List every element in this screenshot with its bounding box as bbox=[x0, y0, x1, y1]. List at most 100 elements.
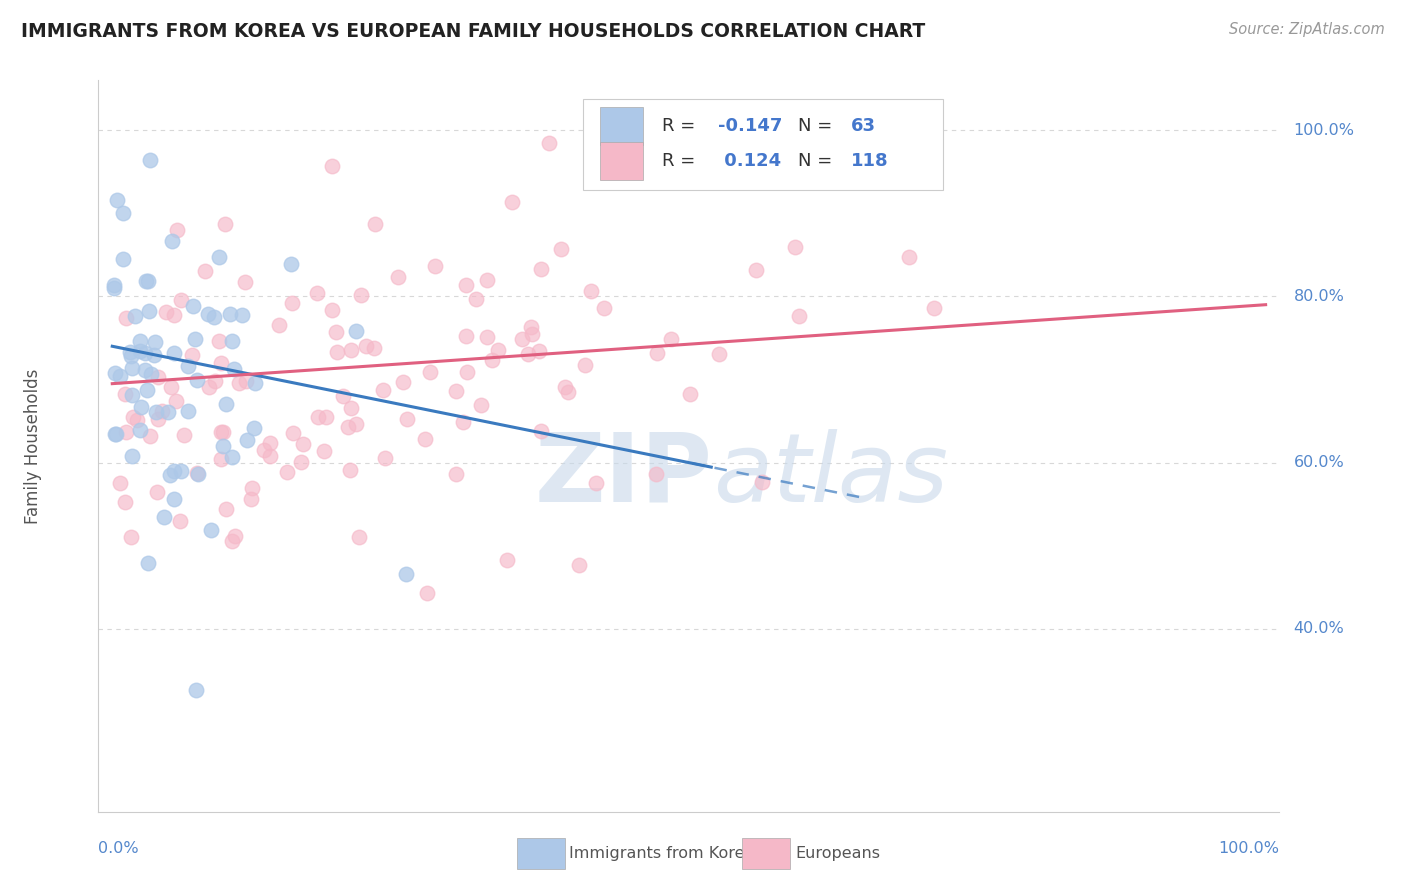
Point bbox=[114, 495, 136, 509]
Point bbox=[221, 533, 243, 548]
Point bbox=[585, 476, 607, 491]
Point bbox=[456, 365, 478, 379]
Point bbox=[125, 413, 148, 427]
Point bbox=[160, 380, 183, 394]
Point bbox=[170, 293, 193, 307]
Point bbox=[519, 319, 541, 334]
Point bbox=[745, 263, 768, 277]
Point bbox=[111, 205, 134, 219]
Point bbox=[283, 425, 305, 440]
Point bbox=[134, 346, 156, 360]
Point bbox=[530, 262, 553, 277]
Point bbox=[392, 375, 415, 389]
Point bbox=[363, 342, 385, 356]
Point bbox=[138, 556, 160, 570]
Point bbox=[224, 528, 246, 542]
Point bbox=[451, 415, 474, 429]
Point bbox=[554, 379, 576, 393]
Point bbox=[222, 362, 245, 376]
Point bbox=[163, 346, 186, 360]
Point bbox=[228, 376, 250, 390]
Point bbox=[124, 310, 146, 324]
Point bbox=[475, 330, 498, 344]
Point bbox=[568, 558, 591, 573]
Point bbox=[475, 273, 498, 287]
Text: R =: R = bbox=[662, 118, 700, 136]
Point bbox=[153, 509, 176, 524]
Point bbox=[557, 385, 579, 400]
Point bbox=[135, 383, 157, 397]
Point bbox=[136, 275, 159, 289]
Point bbox=[114, 387, 136, 401]
Point bbox=[783, 240, 806, 254]
Point bbox=[208, 334, 231, 349]
Point bbox=[204, 374, 226, 388]
Point bbox=[128, 423, 150, 437]
Point bbox=[707, 347, 730, 361]
Text: 0.0%: 0.0% bbox=[98, 841, 139, 856]
Point bbox=[413, 432, 436, 446]
Point bbox=[163, 308, 186, 322]
Point bbox=[495, 553, 517, 567]
Point bbox=[416, 586, 439, 600]
Point bbox=[332, 388, 354, 402]
Point bbox=[148, 370, 170, 384]
Point bbox=[114, 425, 136, 439]
Point bbox=[395, 566, 418, 581]
Text: IMMIGRANTS FROM KOREA VS EUROPEAN FAMILY HOUSEHOLDS CORRELATION CHART: IMMIGRANTS FROM KOREA VS EUROPEAN FAMILY… bbox=[21, 22, 925, 41]
Point bbox=[163, 491, 186, 506]
Point bbox=[129, 334, 152, 349]
Point bbox=[581, 284, 603, 298]
Text: Family Households: Family Households bbox=[24, 368, 42, 524]
Point bbox=[315, 410, 337, 425]
Point bbox=[181, 348, 204, 362]
Text: Source: ZipAtlas.com: Source: ZipAtlas.com bbox=[1229, 22, 1385, 37]
Point bbox=[212, 425, 235, 440]
Point bbox=[481, 352, 503, 367]
Point bbox=[120, 344, 142, 359]
Point bbox=[305, 285, 328, 300]
Point bbox=[221, 450, 243, 464]
Point bbox=[464, 293, 486, 307]
Point bbox=[197, 307, 219, 321]
Text: Europeans: Europeans bbox=[796, 847, 880, 861]
Point bbox=[169, 464, 191, 478]
Text: 100.0%: 100.0% bbox=[1294, 123, 1354, 137]
Point bbox=[419, 365, 441, 379]
Point bbox=[108, 369, 131, 384]
Point bbox=[186, 373, 208, 387]
Point bbox=[789, 309, 811, 323]
Point bbox=[208, 251, 231, 265]
Point bbox=[103, 278, 125, 293]
Point bbox=[659, 332, 682, 346]
Point bbox=[530, 424, 553, 438]
Point bbox=[307, 410, 329, 425]
Point bbox=[470, 398, 492, 412]
Point bbox=[209, 425, 232, 440]
Point bbox=[166, 222, 188, 236]
Point bbox=[122, 409, 145, 424]
Point bbox=[898, 250, 921, 264]
Point bbox=[326, 344, 349, 359]
Point bbox=[314, 444, 336, 458]
Point bbox=[243, 421, 266, 435]
Point bbox=[486, 343, 509, 358]
Point bbox=[243, 376, 266, 390]
Point bbox=[176, 359, 198, 374]
Text: 60.0%: 60.0% bbox=[1294, 455, 1344, 470]
Text: 100.0%: 100.0% bbox=[1219, 841, 1279, 856]
Point bbox=[281, 296, 304, 310]
Point bbox=[924, 301, 946, 316]
Point bbox=[121, 449, 143, 463]
Point bbox=[120, 530, 142, 544]
Point bbox=[280, 257, 302, 271]
Point bbox=[325, 325, 347, 339]
Point bbox=[135, 274, 157, 288]
Point bbox=[202, 310, 225, 325]
Point bbox=[339, 463, 361, 477]
Point bbox=[259, 435, 281, 450]
Point bbox=[139, 367, 162, 381]
Point bbox=[146, 412, 169, 426]
Point bbox=[177, 404, 200, 418]
Point bbox=[150, 404, 173, 418]
